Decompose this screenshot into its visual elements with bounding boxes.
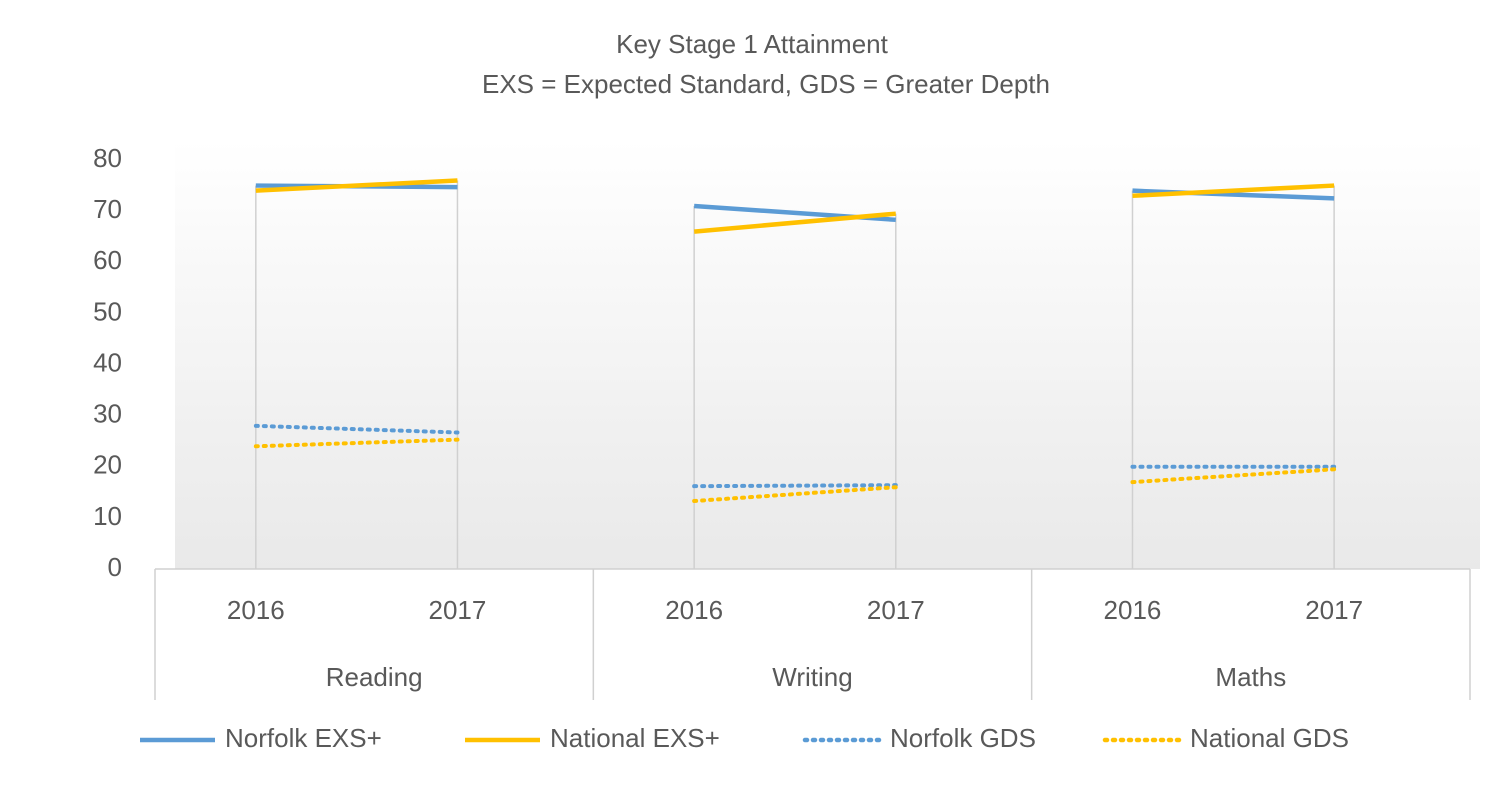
series-line bbox=[253, 437, 460, 449]
series-line bbox=[1132, 183, 1335, 199]
y-tick-label: 40 bbox=[93, 347, 122, 377]
group-label: Maths bbox=[1215, 662, 1286, 692]
y-tick-label: 30 bbox=[93, 399, 122, 429]
series-line bbox=[253, 423, 460, 435]
group-label: Writing bbox=[772, 662, 852, 692]
x-tick-label: 2017 bbox=[867, 595, 925, 625]
series-line bbox=[692, 483, 898, 489]
series-line bbox=[255, 178, 458, 193]
x-tick-label: 2016 bbox=[665, 595, 723, 625]
group-label: Reading bbox=[326, 662, 423, 692]
chart-subtitle: EXS = Expected Standard, GDS = Greater D… bbox=[482, 69, 1050, 99]
chart-title: Key Stage 1 Attainment bbox=[616, 29, 889, 59]
y-tick-label: 0 bbox=[108, 552, 122, 582]
y-tick-label: 20 bbox=[93, 450, 122, 480]
y-tick-label: 10 bbox=[93, 501, 122, 531]
legend-label: Norfolk EXS+ bbox=[225, 723, 382, 753]
legend-label: National GDS bbox=[1190, 723, 1349, 753]
y-tick-label: 50 bbox=[93, 296, 122, 326]
plot-area bbox=[175, 140, 1480, 569]
series-line bbox=[693, 211, 896, 234]
y-tick-label: 60 bbox=[93, 245, 122, 275]
y-tick-label: 80 bbox=[93, 143, 122, 173]
x-tick-label: 2017 bbox=[1305, 595, 1363, 625]
legend-label: Norfolk GDS bbox=[890, 723, 1036, 753]
y-tick-label: 70 bbox=[93, 194, 122, 224]
legend-label: National EXS+ bbox=[550, 723, 720, 753]
x-tick-label: 2016 bbox=[227, 595, 285, 625]
x-tick-label: 2016 bbox=[1104, 595, 1162, 625]
x-tick-label: 2017 bbox=[429, 595, 487, 625]
series-line bbox=[1130, 467, 1337, 485]
series-line bbox=[692, 485, 898, 504]
